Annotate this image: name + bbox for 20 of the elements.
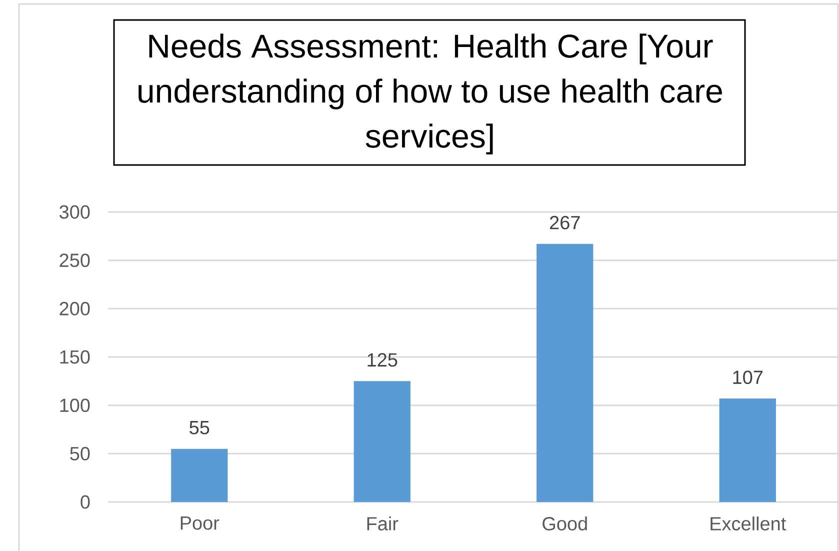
data-label: 55 bbox=[190, 421, 210, 434]
y-tick-label: 50 bbox=[70, 446, 90, 460]
data-label: 125 bbox=[368, 353, 398, 367]
y-tick-label: 100 bbox=[60, 398, 90, 412]
bar bbox=[536, 244, 594, 502]
bar bbox=[354, 381, 410, 502]
bar bbox=[171, 448, 228, 502]
y-tick-label: 150 bbox=[60, 350, 90, 364]
chart-title: Needs Assessment: Health Care [Your understanding of how to use health care services] bbox=[138, 34, 722, 154]
y-tick-label: 200 bbox=[60, 302, 90, 316]
x-tick-label: Fair bbox=[367, 516, 398, 530]
y-tick-label: 300 bbox=[60, 205, 90, 219]
x-tick-label: Good bbox=[542, 516, 587, 530]
data-label: 267 bbox=[550, 216, 580, 230]
data-label: 107 bbox=[733, 370, 763, 384]
x-tick-label: Poor bbox=[180, 516, 220, 530]
x-tick-label: Excellent bbox=[710, 516, 786, 530]
bar bbox=[719, 398, 776, 502]
y-tick-label: 0 bbox=[80, 495, 90, 509]
y-tick-label: 250 bbox=[60, 254, 90, 268]
